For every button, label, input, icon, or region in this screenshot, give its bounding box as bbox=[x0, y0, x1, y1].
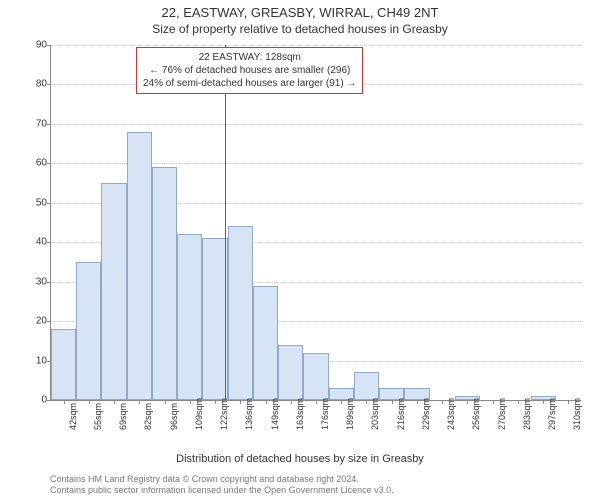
x-tick-label: 256sqm bbox=[471, 398, 481, 430]
x-tick-mark bbox=[215, 400, 216, 404]
x-axis-label: Distribution of detached houses by size … bbox=[0, 453, 600, 465]
x-tick-label: 310sqm bbox=[572, 398, 582, 430]
y-tick-label: 30 bbox=[23, 276, 47, 287]
x-tick-mark bbox=[543, 400, 544, 404]
x-tick-label: 109sqm bbox=[194, 398, 204, 430]
histogram-bar bbox=[278, 345, 303, 400]
x-tick-label: 189sqm bbox=[345, 398, 355, 430]
x-tick-label: 163sqm bbox=[295, 398, 305, 430]
reference-line bbox=[225, 45, 226, 400]
x-tick-label: 297sqm bbox=[547, 398, 557, 430]
footer-line-1: Contains HM Land Registry data © Crown c… bbox=[50, 474, 359, 484]
x-tick-label: 176sqm bbox=[320, 398, 330, 430]
x-tick-mark bbox=[417, 400, 418, 404]
histogram-bar bbox=[51, 329, 76, 400]
x-tick-label: 229sqm bbox=[421, 398, 431, 430]
x-tick-mark bbox=[316, 400, 317, 404]
x-tick-mark bbox=[467, 400, 468, 404]
y-tick-mark bbox=[47, 242, 51, 243]
x-tick-label: 243sqm bbox=[446, 398, 456, 430]
x-tick-mark bbox=[139, 400, 140, 404]
y-tick-label: 90 bbox=[23, 40, 47, 51]
y-tick-mark bbox=[47, 321, 51, 322]
y-tick-mark bbox=[47, 282, 51, 283]
x-tick-label: 55sqm bbox=[93, 403, 103, 430]
x-tick-label: 283sqm bbox=[522, 398, 532, 430]
x-tick-mark bbox=[64, 400, 65, 404]
y-tick-mark bbox=[47, 400, 51, 401]
chart-title: Size of property relative to detached ho… bbox=[0, 22, 600, 36]
x-tick-mark bbox=[493, 400, 494, 404]
y-tick-label: 60 bbox=[23, 158, 47, 169]
footer-attribution: Contains HM Land Registry data © Crown c… bbox=[50, 474, 394, 497]
y-tick-mark bbox=[47, 84, 51, 85]
x-tick-mark bbox=[392, 400, 393, 404]
x-tick-mark bbox=[291, 400, 292, 404]
histogram-bar bbox=[253, 286, 278, 400]
chart-supertitle: 22, EASTWAY, GREASBY, WIRRAL, CH49 2NT bbox=[0, 5, 600, 20]
histogram-bar bbox=[228, 226, 253, 400]
x-tick-mark bbox=[190, 400, 191, 404]
y-tick-label: 80 bbox=[23, 79, 47, 90]
chart-container: 22, EASTWAY, GREASBY, WIRRAL, CH49 2NT S… bbox=[0, 0, 600, 500]
y-tick-mark bbox=[47, 163, 51, 164]
annotation-line-3: 24% of semi-detached houses are larger (… bbox=[143, 78, 356, 89]
annotation-box: 22 EASTWAY: 128sqm ← 76% of detached hous… bbox=[136, 47, 363, 94]
x-tick-mark bbox=[366, 400, 367, 404]
y-tick-label: 40 bbox=[23, 237, 47, 248]
annotation-line-2: ← 76% of detached houses are smaller (29… bbox=[149, 65, 350, 76]
x-tick-mark bbox=[568, 400, 569, 404]
y-tick-label: 10 bbox=[23, 355, 47, 366]
x-tick-mark bbox=[114, 400, 115, 404]
y-tick-mark bbox=[47, 124, 51, 125]
x-tick-mark bbox=[165, 400, 166, 404]
x-tick-mark bbox=[341, 400, 342, 404]
x-tick-label: 270sqm bbox=[497, 398, 507, 430]
histogram-bar bbox=[177, 234, 202, 400]
gridline bbox=[51, 124, 581, 125]
y-tick-mark bbox=[47, 203, 51, 204]
x-tick-label: 82sqm bbox=[143, 403, 153, 430]
x-tick-label: 203sqm bbox=[370, 398, 380, 430]
histogram-bar bbox=[303, 353, 328, 400]
gridline bbox=[51, 45, 581, 46]
x-tick-mark bbox=[89, 400, 90, 404]
y-tick-mark bbox=[47, 45, 51, 46]
x-tick-label: 149sqm bbox=[270, 398, 280, 430]
histogram-bar bbox=[152, 167, 177, 400]
y-tick-label: 0 bbox=[23, 395, 47, 406]
x-tick-label: 42sqm bbox=[68, 403, 78, 430]
histogram-bar bbox=[101, 183, 126, 400]
x-tick-label: 136sqm bbox=[244, 398, 254, 430]
x-tick-mark bbox=[518, 400, 519, 404]
histogram-bar bbox=[76, 262, 101, 400]
plot-area: 010203040506070809042sqm55sqm69sqm82sqm9… bbox=[50, 45, 581, 401]
y-tick-label: 70 bbox=[23, 118, 47, 129]
annotation-line-1: 22 EASTWAY: 128sqm bbox=[199, 52, 301, 63]
x-tick-label: 122sqm bbox=[219, 398, 229, 430]
histogram-bar bbox=[354, 372, 379, 400]
x-tick-label: 216sqm bbox=[396, 398, 406, 430]
histogram-bar bbox=[202, 238, 227, 400]
x-tick-mark bbox=[240, 400, 241, 404]
x-tick-label: 69sqm bbox=[118, 403, 128, 430]
x-tick-mark bbox=[442, 400, 443, 404]
y-tick-label: 50 bbox=[23, 197, 47, 208]
footer-line-2: Contains public sector information licen… bbox=[50, 485, 394, 495]
y-tick-label: 20 bbox=[23, 316, 47, 327]
x-tick-mark bbox=[266, 400, 267, 404]
histogram-bar bbox=[127, 132, 152, 400]
x-tick-label: 96sqm bbox=[169, 403, 179, 430]
